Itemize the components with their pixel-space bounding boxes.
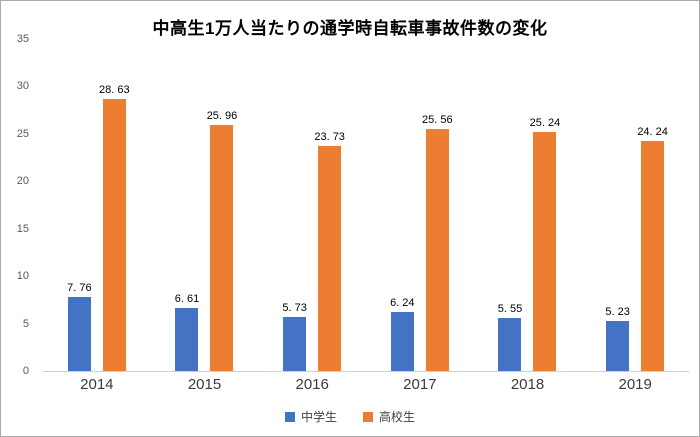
bar-2018-中学生 xyxy=(498,318,522,371)
plot-area: 7. 76 28. 63 6. 61 25. 96 5. 73 23. 73 6. 24 25… xyxy=(43,39,689,372)
bar-2017-高校生 xyxy=(425,128,449,371)
y-tick-label: 20 xyxy=(16,175,29,188)
bar-value-label: 6. 61 xyxy=(174,293,200,306)
bar-column: 25. 24 xyxy=(530,39,560,371)
legend-item-中学生: 中学生 xyxy=(284,408,337,425)
bar-column: 23. 73 xyxy=(314,39,345,371)
bar-value-label: 6. 24 xyxy=(390,296,415,309)
bar-2019-高校生 xyxy=(641,141,665,371)
legend: 中学生 高校生 xyxy=(1,408,699,425)
x-tick-label: 2014 xyxy=(80,376,114,393)
bar-column: 25. 96 xyxy=(207,39,237,371)
bar-column: 5. 73 xyxy=(282,39,307,371)
x-tick-label: 2017 xyxy=(403,376,437,393)
legend-label: 中学生 xyxy=(300,410,337,424)
bar-column: 7. 76 xyxy=(67,39,92,371)
y-tick-label: 25 xyxy=(16,127,29,140)
y-tick-label: 35 xyxy=(16,33,29,45)
bar-group-2019: 5. 23 24. 24 xyxy=(605,39,668,371)
bar-column: 24. 24 xyxy=(637,39,668,371)
bar-value-label: 25. 24 xyxy=(529,116,561,129)
bar-value-label: 23. 73 xyxy=(314,130,345,143)
bar-value-label: 7. 76 xyxy=(67,282,92,295)
bar-2014-高校生 xyxy=(102,99,126,371)
bar-value-label: 5. 73 xyxy=(282,301,307,314)
bar-column: 28. 63 xyxy=(99,39,130,371)
y-axis: 35 30 25 20 15 10 5 0 xyxy=(1,33,37,377)
y-tick-label: 10 xyxy=(16,270,29,283)
bar-value-label: 5. 55 xyxy=(497,303,523,316)
chart-title: 中高生1万人当たりの通学時自転車事故件数の変化 xyxy=(152,19,548,38)
bar-2018-高校生 xyxy=(533,131,557,371)
bar-group-2015: 6. 61 25. 96 xyxy=(174,39,237,371)
bar-group-2017: 6. 24 25. 56 xyxy=(390,39,453,371)
bar-column: 5. 55 xyxy=(497,39,523,371)
bar-group-2018: 5. 55 25. 24 xyxy=(497,39,560,371)
bar-value-label: 25. 56 xyxy=(422,113,453,126)
bar-2015-高校生 xyxy=(210,124,234,371)
bar-2014-中学生 xyxy=(67,297,91,371)
legend-label: 高校生 xyxy=(379,410,416,424)
legend-item-高校生: 高校生 xyxy=(363,408,415,425)
bar-column: 25. 56 xyxy=(422,39,453,371)
bar-2016-中学生 xyxy=(283,316,307,371)
x-tick-label: 2015 xyxy=(187,376,222,393)
y-tick-label: 5 xyxy=(22,317,29,330)
bar-2017-中学生 xyxy=(390,311,414,371)
y-tick-label: 15 xyxy=(16,222,29,235)
x-axis: 2014 2015 2016 2017 2018 2019 xyxy=(43,376,689,393)
legend-swatch xyxy=(363,411,373,422)
bar-value-label: 24. 24 xyxy=(637,126,668,139)
x-tick-label: 2016 xyxy=(295,376,329,393)
bar-column: 6. 24 xyxy=(390,39,415,371)
y-tick-label: 0 xyxy=(22,365,29,377)
bar-value-label: 5. 23 xyxy=(605,306,630,319)
bar-value-label: 28. 63 xyxy=(99,84,130,97)
x-tick-label: 2018 xyxy=(510,376,545,393)
bar-2016-高校生 xyxy=(318,145,342,371)
x-tick-label: 2019 xyxy=(618,376,652,393)
bar-group-2014: 7. 76 28. 63 xyxy=(67,39,130,371)
bar-value-label: 25. 96 xyxy=(206,109,238,122)
bar-column: 5. 23 xyxy=(605,39,630,371)
bar-2015-中学生 xyxy=(175,308,199,371)
bar-group-2016: 5. 73 23. 73 xyxy=(282,39,345,371)
bar-2019-中学生 xyxy=(606,321,630,371)
legend-swatch xyxy=(284,411,295,422)
bar-column: 6. 61 xyxy=(174,39,200,371)
y-tick-label: 30 xyxy=(16,80,29,93)
